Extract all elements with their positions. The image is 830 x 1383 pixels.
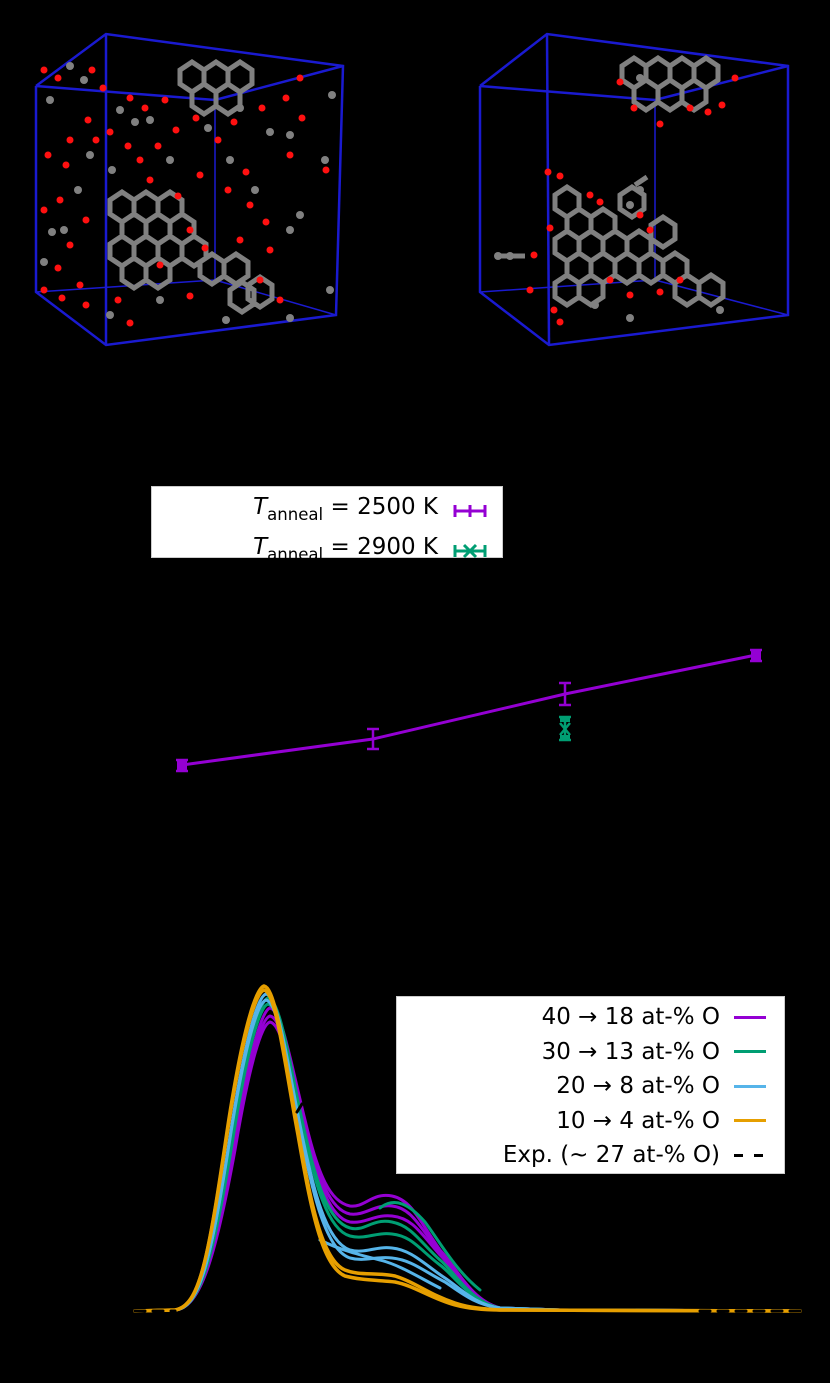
series-20-8 <box>133 992 802 1313</box>
legend-entry-exp: Exp. (∼ 27 at-% O) <box>397 1138 766 1173</box>
errorbar-x-marker-icon <box>453 543 487 558</box>
dashed-line-swatch-icon <box>734 1153 766 1157</box>
line-swatch-icon <box>734 1119 766 1123</box>
series-10-4 <box>133 984 802 1313</box>
carbon-clusters-left <box>107 58 275 316</box>
series-2500K <box>176 648 762 773</box>
legend-entry-30-13: 30 → 13 at-% O <box>397 1035 766 1070</box>
series-2900K <box>559 715 571 742</box>
line-swatch-icon <box>734 1084 766 1088</box>
legend-entry-2900K: Tanneal = 2900 K <box>152 531 488 571</box>
line-swatch-icon <box>734 1015 766 1019</box>
annealing-plot: Tanneal = 2500 K Tanneal = 2900 K <box>0 400 830 860</box>
atoms-left <box>40 62 336 327</box>
legend-anneal: Tanneal = 2500 K Tanneal = 2900 K <box>151 486 503 564</box>
legend-entry-40-18: 40 → 18 at-% O <box>397 1000 766 1035</box>
legend-label: Tanneal = 2500 K <box>253 494 438 524</box>
series-exp <box>133 1102 802 1313</box>
legend-label: Tanneal = 2900 K <box>253 533 438 564</box>
spectrum-plot-svg <box>133 984 802 1313</box>
legend-entry-20-8: 20 → 8 at-% O <box>397 1069 766 1104</box>
structure-image <box>34 32 790 347</box>
legend-entry-2500K: Tanneal = 2500 K <box>152 491 488 531</box>
annealing-plot-svg <box>176 648 762 773</box>
line-swatch-icon <box>734 1050 766 1054</box>
structure-panel <box>0 0 830 400</box>
legend-entry-10-4: 10 → 4 at-% O <box>397 1104 766 1139</box>
spectrum-plot: 40 → 18 at-% O 30 → 13 at-% O 20 → 8 at-… <box>0 960 830 1383</box>
errorbar-square-marker-icon <box>453 504 487 517</box>
atoms-right <box>494 74 739 326</box>
legend-composition: 40 → 18 at-% O 30 → 13 at-% O 20 → 8 at-… <box>396 996 785 1174</box>
carbon-clusters-right <box>495 54 726 309</box>
series-30-13 <box>133 996 802 1313</box>
